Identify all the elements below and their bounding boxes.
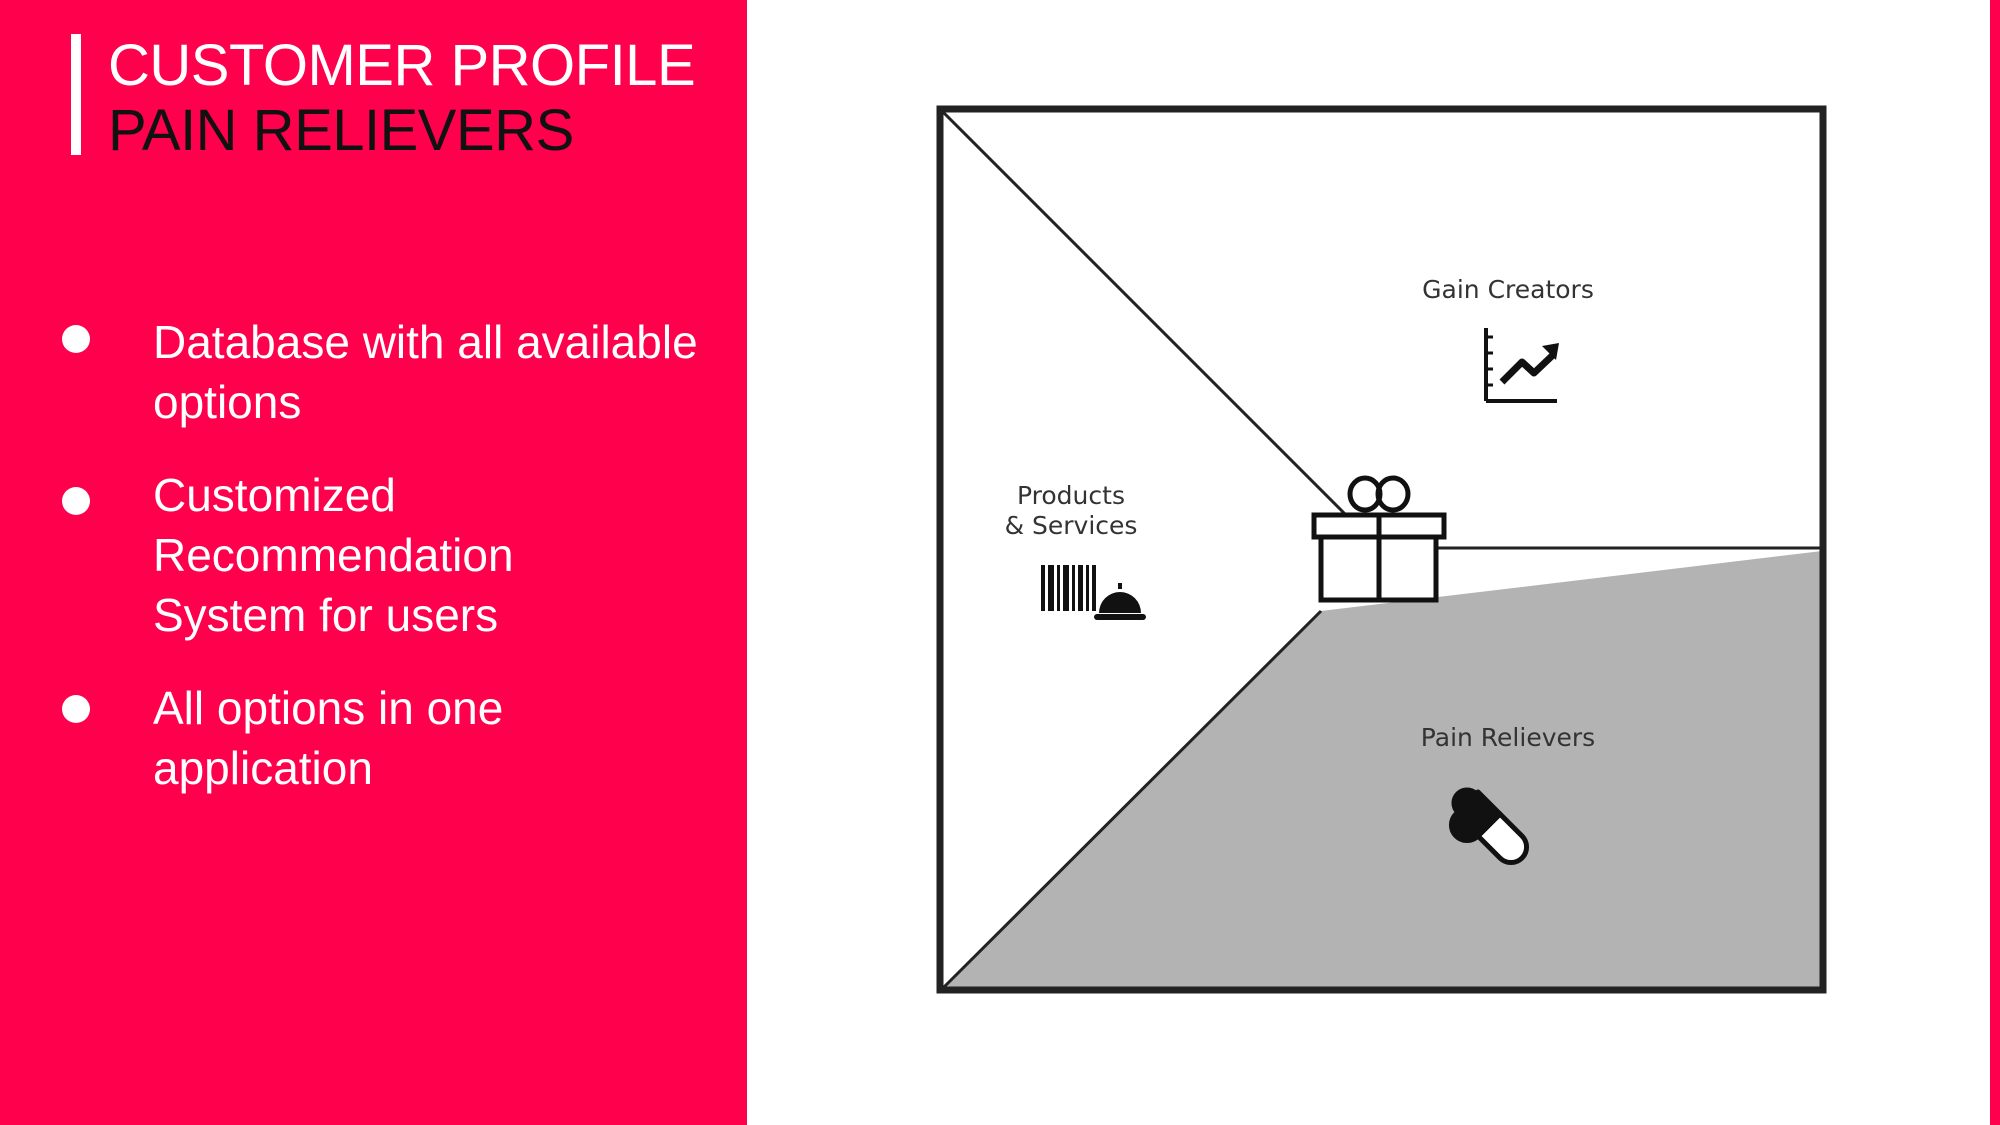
value-map-diagram: Gain Creators Products & Services Pain R…	[936, 105, 1827, 994]
growth-chart-icon	[1486, 328, 1559, 401]
bullet-dot	[62, 325, 90, 353]
gift-box-icon	[1314, 478, 1444, 600]
bullet-dot	[62, 487, 90, 515]
products-services-label-line2: & Services	[996, 511, 1146, 541]
pain-relievers-area	[941, 551, 1822, 990]
divider-line	[941, 110, 1346, 515]
title-accent-bar	[71, 34, 81, 155]
slide-subtitle: PAIN RELIEVERS	[108, 99, 574, 163]
pain-relievers-label: Pain Relievers	[1408, 723, 1608, 753]
gain-creators-label: Gain Creators	[1408, 275, 1608, 305]
products-services-label-line1: Products	[996, 481, 1146, 511]
bullet-text: Customized Recommendation System for use…	[153, 465, 603, 645]
bullet-text: All options in one application	[153, 678, 713, 798]
barcode-cloche-icon	[1041, 565, 1146, 620]
slide-title: CUSTOMER PROFILE	[108, 34, 695, 98]
bullet-text: Database with all available options	[153, 312, 713, 432]
right-accent-strip	[1990, 0, 2000, 1125]
bullet-dot	[62, 695, 90, 723]
value-map-svg	[936, 105, 1827, 994]
